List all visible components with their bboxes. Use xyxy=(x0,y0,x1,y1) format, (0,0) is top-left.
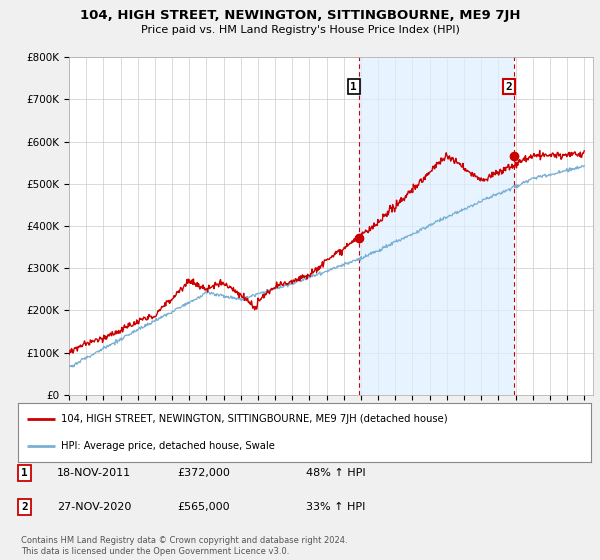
Text: 18-NOV-2011: 18-NOV-2011 xyxy=(57,468,131,478)
Text: 48% ↑ HPI: 48% ↑ HPI xyxy=(306,468,365,478)
Text: 1: 1 xyxy=(350,82,357,92)
Text: 33% ↑ HPI: 33% ↑ HPI xyxy=(306,502,365,512)
Text: £372,000: £372,000 xyxy=(177,468,230,478)
Text: 27-NOV-2020: 27-NOV-2020 xyxy=(57,502,131,512)
Text: 2: 2 xyxy=(505,82,512,92)
Text: HPI: Average price, detached house, Swale: HPI: Average price, detached house, Swal… xyxy=(61,441,275,451)
Text: 104, HIGH STREET, NEWINGTON, SITTINGBOURNE, ME9 7JH: 104, HIGH STREET, NEWINGTON, SITTINGBOUR… xyxy=(80,9,520,22)
Text: 1: 1 xyxy=(21,468,28,478)
Text: 2: 2 xyxy=(21,502,28,512)
Text: Price paid vs. HM Land Registry's House Price Index (HPI): Price paid vs. HM Land Registry's House … xyxy=(140,25,460,35)
Text: 104, HIGH STREET, NEWINGTON, SITTINGBOURNE, ME9 7JH (detached house): 104, HIGH STREET, NEWINGTON, SITTINGBOUR… xyxy=(61,414,448,424)
Text: Contains HM Land Registry data © Crown copyright and database right 2024.
This d: Contains HM Land Registry data © Crown c… xyxy=(21,536,347,556)
Text: £565,000: £565,000 xyxy=(177,502,230,512)
Bar xyxy=(359,57,514,395)
